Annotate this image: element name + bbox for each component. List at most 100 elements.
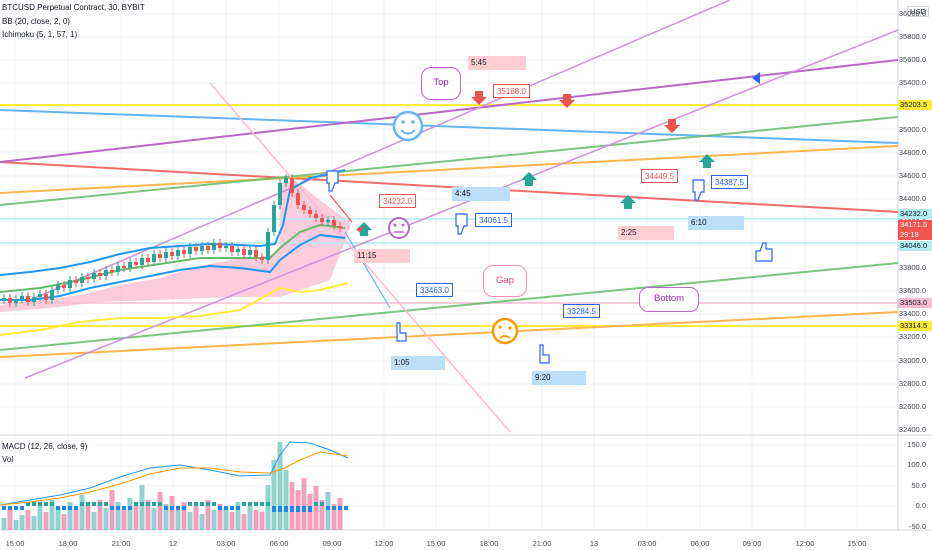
time-box[interactable]: 2:25 <box>618 226 674 240</box>
price-label[interactable]: 35188.0 <box>493 84 530 98</box>
candle-body <box>2 298 6 300</box>
volume-bar <box>145 500 151 530</box>
volume-bar <box>121 510 127 530</box>
volume-bar <box>331 504 337 530</box>
price-label[interactable]: 34061.5 <box>475 213 512 227</box>
candle-body <box>314 214 318 218</box>
candle-body <box>140 258 144 265</box>
price-tick-label: 33000.0 <box>898 355 926 365</box>
price-tick-label: 35800.0 <box>898 32 926 42</box>
macd-histogram-bar <box>260 502 264 506</box>
time-box[interactable]: 6:10 <box>688 216 744 230</box>
macd-histogram-bar <box>206 502 210 506</box>
macd-histogram-bar <box>38 502 42 506</box>
price-tag-resistance: 35203.5 <box>898 100 932 110</box>
smiley-icon[interactable] <box>392 110 424 142</box>
candle-body <box>338 226 342 228</box>
last-price-tag: 34171.5 29:18 <box>898 220 932 240</box>
candle-body <box>254 250 258 257</box>
candle-body <box>332 220 336 226</box>
time-tick-label: 12:00 <box>374 539 394 548</box>
candle-body <box>80 277 84 283</box>
price-tick-label: 32800.0 <box>898 378 926 388</box>
volume-bar <box>67 502 73 530</box>
time-box[interactable]: 9:20 <box>532 371 586 385</box>
candle-body <box>86 277 90 279</box>
confused-face-icon[interactable] <box>491 317 519 345</box>
volume-bar <box>37 505 43 530</box>
volume-bar <box>79 495 85 530</box>
bb-legend[interactable]: BB (20, close, 2, 0) <box>2 17 71 26</box>
price-label[interactable]: 33463.0 <box>416 283 453 297</box>
trendlines[interactable] <box>0 0 899 433</box>
price-tick-label: 33600.0 <box>898 286 926 296</box>
candle-body <box>62 285 66 288</box>
candle-body <box>320 218 324 222</box>
macd-legend[interactable]: MACD (12, 26, close, 9) <box>2 442 88 451</box>
time-box[interactable]: 4:45 <box>452 187 510 201</box>
price-label[interactable]: 34449.5 <box>641 169 678 183</box>
macd-histogram-bar <box>320 502 324 506</box>
candle-body <box>230 246 234 252</box>
neutral-face-icon[interactable] <box>388 217 410 239</box>
time-tick-label: 06:00 <box>690 539 710 548</box>
volume-bar <box>187 512 193 530</box>
callout-gap[interactable]: Gap <box>483 265 527 297</box>
macd-histogram-bar <box>284 506 288 512</box>
volume-bar <box>313 486 319 530</box>
symbol-title[interactable]: BTCUSD Perpetual Contract, 30, BYBIT <box>2 3 145 12</box>
volume-bar <box>211 510 217 530</box>
price-tag-cyan-2: 34046.0 <box>898 241 932 251</box>
candle-body <box>236 249 240 252</box>
volume-bar <box>49 500 55 530</box>
currency-label[interactable]: USD <box>907 6 929 17</box>
trendline-green-top <box>0 116 899 206</box>
price-tick-label: 32600.0 <box>898 401 926 411</box>
volume-bar <box>223 508 229 530</box>
volume-bars <box>1 442 348 530</box>
price-label[interactable]: 34232.0 <box>379 194 416 208</box>
macd-histogram-bar <box>14 506 18 510</box>
price-label[interactable]: 34387.5 <box>711 175 748 189</box>
ichimoku-legend[interactable]: Ichimoku (5, 1, 57, 1) <box>2 30 78 39</box>
volume-bar <box>163 504 169 530</box>
time-tick-label: 15:00 <box>847 539 867 548</box>
candlesticks[interactable] <box>2 174 342 307</box>
time-box[interactable]: 11:15 <box>354 249 410 263</box>
arrow-line-red <box>329 194 353 223</box>
volume-bar <box>25 510 31 530</box>
volume-bar <box>253 510 259 530</box>
callout-bottom[interactable]: Bottom <box>639 287 699 312</box>
candle-body <box>242 249 246 255</box>
hand-pointer-icons[interactable] <box>326 170 773 364</box>
volume-bar <box>19 515 25 530</box>
candle-body <box>176 250 180 256</box>
vol-legend[interactable]: Vol <box>2 455 14 464</box>
time-tick-label: 03:00 <box>216 539 236 548</box>
macd-histogram-bar <box>26 502 30 506</box>
volume-bar <box>61 514 67 530</box>
time-tick-label: 03:00 <box>637 539 657 548</box>
volume-bar <box>241 514 247 530</box>
volume-bar <box>7 508 13 530</box>
volume-bar <box>259 512 265 530</box>
time-tick-label: 21:00 <box>111 539 131 548</box>
trendline-blue <box>0 109 899 144</box>
price-label[interactable]: 33284.5 <box>563 304 600 318</box>
volume-bar <box>325 492 331 530</box>
callout-top[interactable]: Top <box>421 67 461 100</box>
macd-histogram-bar <box>230 506 234 510</box>
time-tick-label: 13 <box>589 539 599 548</box>
macd-histogram-bar <box>158 502 162 506</box>
price-tick-label: 33800.0 <box>898 263 926 273</box>
macd-histogram-bar <box>272 506 276 512</box>
macd-histogram-bar <box>296 506 300 512</box>
time-box[interactable]: 1:05 <box>391 356 445 370</box>
macd-histogram-bar <box>290 506 294 512</box>
price-tick-label: 34400.0 <box>898 193 926 203</box>
candle-body <box>128 262 132 268</box>
signal-markers[interactable] <box>356 72 760 236</box>
time-box[interactable]: 5:45 <box>468 56 526 70</box>
candle-body <box>260 257 264 260</box>
